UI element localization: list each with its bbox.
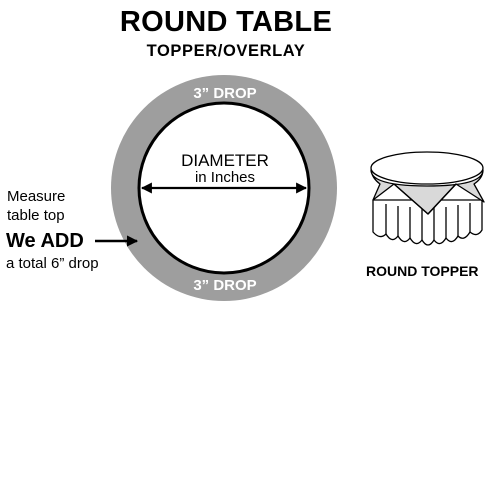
measure-line-2: table top xyxy=(7,207,65,224)
page-title: ROUND TABLE xyxy=(119,6,333,38)
page-subtitle: TOPPER/OVERLAY xyxy=(146,42,306,60)
drop-note: a total 6” drop xyxy=(6,255,99,272)
top-drop-label: 3” DROP xyxy=(193,85,256,102)
measure-note: Measure table top xyxy=(7,187,65,225)
we-add-label: We ADD xyxy=(6,230,84,252)
bottom-drop-label: 3” DROP xyxy=(193,277,256,294)
diameter-unit-label: in Inches xyxy=(195,169,255,186)
round-topper-label: ROUND TOPPER xyxy=(366,263,479,279)
round-topper-illustration xyxy=(370,151,485,246)
measure-line-1: Measure xyxy=(7,188,66,205)
diameter-label: DIAMETER xyxy=(181,151,269,170)
